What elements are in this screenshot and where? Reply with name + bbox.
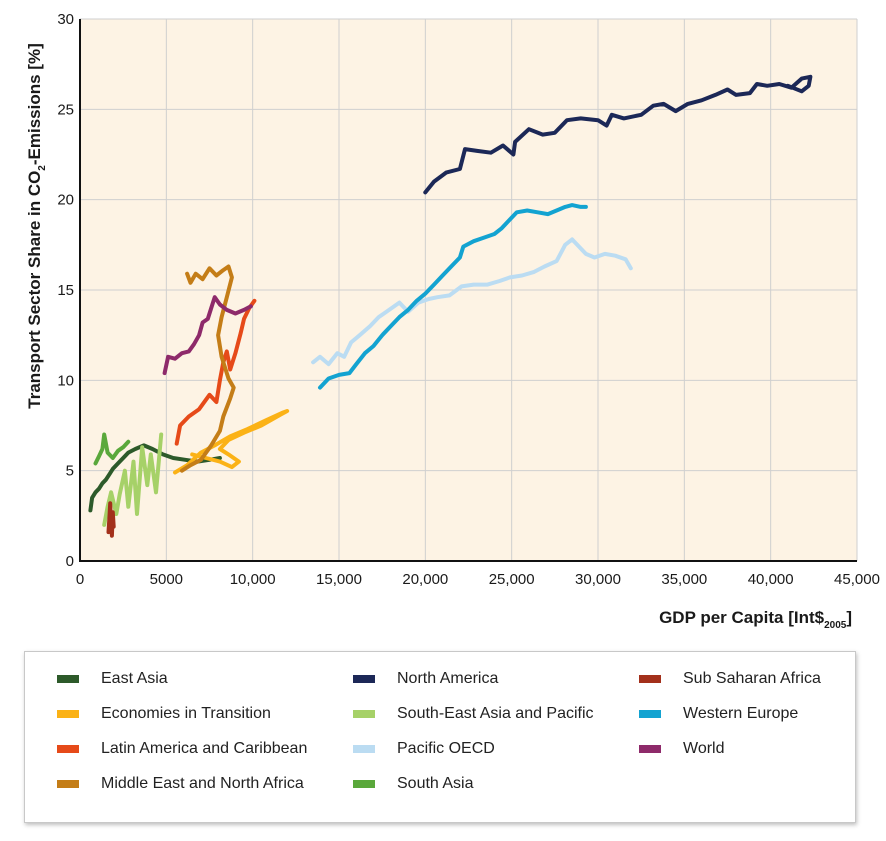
y-axis-title: Transport Sector Share in CO2-Emissions … [25,43,48,408]
series-line-sub-saharan-africa [106,501,116,538]
legend-item-economies-in-transition: Economies in Transition [57,705,307,740]
series-line-pacific-oecd [311,237,633,367]
legend-swatch [57,780,79,788]
legend-label: North America [397,670,499,687]
series-line-south-asia [93,432,131,466]
legend: East Asia Economies in Transition Latin … [24,651,856,823]
y-tick-label: 20 [57,192,74,209]
x-tick-label: 0 [76,571,84,588]
x-tick-label: 25,000 [489,571,535,588]
x-tick-label: 15,000 [316,571,362,588]
legend-item-south-asia: South Asia [353,775,594,810]
x-tick-label: 30,000 [575,571,621,588]
legend-swatch [639,710,661,718]
series-line-world [162,295,253,376]
x-tick-label: 35,000 [661,571,707,588]
legend-item-world: World [639,740,821,775]
series-line-north-america [423,74,813,195]
y-tick-label: 25 [57,101,74,118]
legend-label: East Asia [101,670,168,687]
legend-label: Pacific OECD [397,740,495,757]
legend-swatch [57,710,79,718]
legend-item-latin-america: Latin America and Caribbean [57,740,307,775]
y-tick-label: 5 [66,463,74,480]
legend-swatch [639,745,661,753]
x-tick-label: 20,000 [402,571,448,588]
legend-item-middle-east: Middle East and North Africa [57,775,307,810]
x-tick-label: 40,000 [748,571,794,588]
legend-column-1: East Asia Economies in Transition Latin … [57,670,307,810]
x-tick-label: 45,000 [834,571,880,588]
legend-label: South-East Asia and Pacific [397,705,594,722]
legend-item-east-asia: East Asia [57,670,307,705]
series-line-economies-in-transition [173,409,290,475]
axes [79,19,857,562]
x-tick-label: 5000 [150,571,183,588]
y-tick-label: 0 [66,553,74,570]
y-tick-label: 15 [57,282,74,299]
legend-item-western-europe: Western Europe [639,705,821,740]
legend-swatch [639,675,661,683]
legend-item-pacific-oecd: Pacific OECD [353,740,594,775]
legend-swatch [353,675,375,683]
legend-label: Middle East and North Africa [101,775,304,792]
tick-labels: 0 5000 10,000 15,000 20,000 25,000 30,000 35,00… [57,11,880,588]
legend-swatch [353,745,375,753]
legend-label: Sub Saharan Africa [683,670,821,687]
grid [80,18,858,561]
legend-swatch [353,780,375,788]
legend-label: South Asia [397,775,474,792]
y-tick-label: 10 [57,372,74,389]
chart: 0 5000 10,000 15,000 20,000 25,000 30,000 35,00… [25,11,880,631]
x-axis-title: GDP per Capita [Int$2005] [659,608,852,631]
series-line-south-east-asia-and-pacific [102,432,164,527]
legend-label: Economies in Transition [101,705,271,722]
series-group [88,74,813,538]
series-line-western-europe [318,203,588,390]
legend-label: World [683,740,725,757]
legend-item-north-america: North America [353,670,594,705]
legend-item-sub-saharan-africa: Sub Saharan Africa [639,670,821,705]
series-line-middle-east-and-north-africa [179,264,236,473]
legend-label: Western Europe [683,705,799,722]
legend-swatch [353,710,375,718]
legend-column-2: North America South-East Asia and Pacifi… [353,670,594,810]
legend-column-3: Sub Saharan Africa Western Europe World [639,670,821,775]
legend-label: Latin America and Caribbean [101,740,308,757]
legend-swatch [57,675,79,683]
series-line-east-asia [88,443,222,513]
y-tick-label: 30 [57,11,74,28]
legend-swatch [57,745,79,753]
legend-item-south-east-asia: South-East Asia and Pacific [353,705,594,740]
x-tick-label: 10,000 [230,571,276,588]
